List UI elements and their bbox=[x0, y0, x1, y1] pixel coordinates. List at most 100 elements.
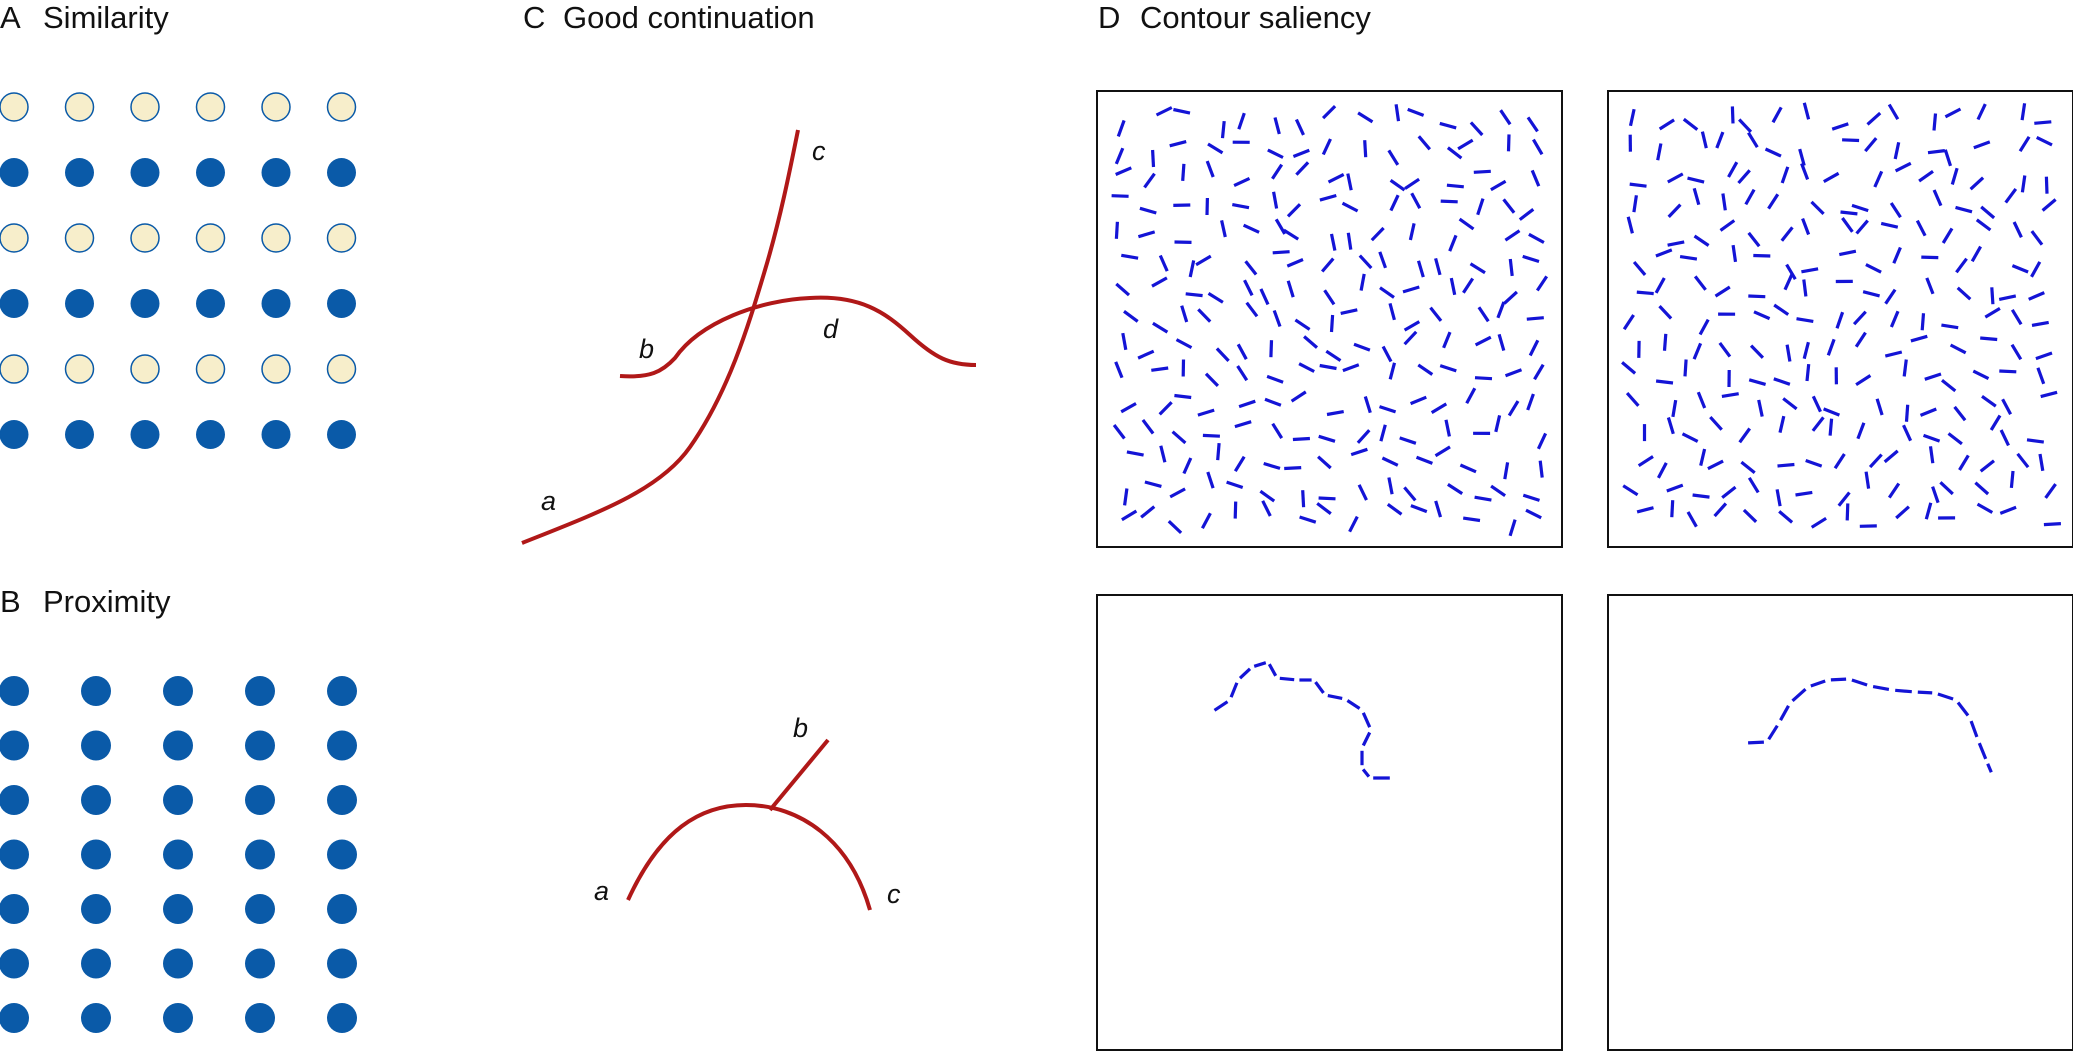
line-segment bbox=[1864, 137, 1878, 153]
contour-segment bbox=[1238, 667, 1252, 680]
line-segment bbox=[1139, 206, 1157, 215]
line-segment bbox=[2041, 198, 2057, 212]
contour-segment bbox=[1791, 688, 1807, 702]
line-segment bbox=[1931, 486, 1940, 504]
line-segment bbox=[1810, 200, 1825, 216]
filled-dot bbox=[245, 894, 275, 924]
line-segment bbox=[1200, 512, 1212, 529]
line-segment bbox=[1999, 429, 2010, 447]
line-segment bbox=[1458, 217, 1475, 231]
line-segment bbox=[1941, 227, 1954, 244]
line-segment bbox=[1976, 502, 1994, 514]
line-segment bbox=[1234, 420, 1252, 429]
line-segment bbox=[1526, 393, 1535, 411]
line-segment bbox=[1490, 179, 1507, 192]
filled-dot bbox=[130, 420, 160, 449]
line-segment bbox=[1267, 148, 1284, 159]
line-segment bbox=[1532, 138, 1544, 156]
filled-dot bbox=[130, 289, 160, 318]
line-segment bbox=[1152, 321, 1169, 334]
line-segment bbox=[1294, 118, 1305, 136]
line-segment bbox=[1121, 332, 1128, 351]
line-segment bbox=[1698, 318, 1710, 336]
branch-label-a: a bbox=[594, 876, 609, 906]
line-segment bbox=[1273, 117, 1281, 135]
filled-dot bbox=[245, 785, 275, 815]
line-segment bbox=[1244, 260, 1258, 276]
line-segment bbox=[1439, 364, 1457, 373]
line-segment bbox=[1459, 463, 1477, 474]
line-segment bbox=[2034, 120, 2052, 125]
line-segment bbox=[1448, 234, 1458, 252]
line-segment bbox=[1999, 505, 2017, 515]
line-segment bbox=[1719, 219, 1736, 232]
line-segment bbox=[2010, 308, 2023, 326]
line-segment bbox=[1884, 350, 1903, 358]
contour-segment bbox=[1810, 679, 1826, 688]
line-segment bbox=[1526, 316, 1544, 321]
line-segment bbox=[2010, 343, 2023, 361]
line-segment bbox=[1655, 379, 1674, 385]
open-dot bbox=[130, 354, 160, 384]
line-segment bbox=[1439, 121, 1457, 130]
line-segment bbox=[1655, 248, 1673, 258]
isolated-contour bbox=[1213, 661, 1390, 780]
proximity-dot-grid bbox=[0, 676, 357, 1033]
line-segment bbox=[2038, 453, 2045, 472]
line-segment bbox=[1111, 194, 1129, 198]
line-segment bbox=[1292, 148, 1310, 158]
filled-dot bbox=[81, 839, 111, 870]
line-segment bbox=[1167, 520, 1183, 535]
line-segment bbox=[1536, 432, 1548, 450]
line-segment bbox=[1980, 336, 1998, 342]
line-segment bbox=[1626, 216, 1634, 234]
line-segment bbox=[1835, 311, 1845, 329]
line-segment bbox=[1346, 173, 1353, 191]
line-segment bbox=[1232, 203, 1250, 210]
filled-dot bbox=[327, 839, 357, 870]
open-dot bbox=[261, 354, 291, 384]
open-dot bbox=[261, 92, 291, 122]
contour-segment bbox=[1361, 712, 1372, 728]
line-segment bbox=[1622, 314, 1635, 331]
filled-dot bbox=[245, 730, 275, 761]
line-segment bbox=[1980, 205, 1996, 220]
line-segment bbox=[1430, 402, 1448, 414]
line-segment bbox=[1503, 462, 1510, 480]
line-segment bbox=[1474, 495, 1492, 502]
line-segment bbox=[1535, 275, 1549, 292]
line-segment bbox=[1143, 172, 1156, 189]
line-segment bbox=[1887, 482, 1901, 499]
line-segment bbox=[1457, 138, 1474, 151]
filled-dot bbox=[0, 839, 29, 870]
open-dot bbox=[64, 354, 95, 384]
line-segment bbox=[1925, 277, 1935, 295]
line-segment bbox=[1837, 491, 1851, 507]
line-segment bbox=[1410, 192, 1422, 210]
line-segment bbox=[1181, 163, 1186, 182]
line-segment bbox=[1141, 418, 1155, 435]
line-segment bbox=[1637, 455, 1654, 468]
line-segment bbox=[1713, 502, 1728, 518]
line-segment bbox=[1434, 445, 1451, 458]
line-segment bbox=[1462, 277, 1475, 294]
contour-segment bbox=[1986, 763, 1993, 773]
line-segment bbox=[1114, 361, 1124, 379]
line-segment bbox=[1632, 195, 1638, 213]
line-segment bbox=[1446, 183, 1464, 189]
line-segment bbox=[1321, 138, 1332, 156]
line-segment bbox=[1958, 454, 1970, 471]
line-segment bbox=[1245, 301, 1259, 318]
line-segment bbox=[1811, 416, 1825, 432]
line-segment bbox=[1286, 203, 1302, 218]
filled-dot bbox=[261, 289, 291, 318]
line-segment bbox=[1941, 379, 1957, 393]
line-segment bbox=[1662, 333, 1668, 351]
line-segment bbox=[1528, 232, 1545, 244]
filled-dot bbox=[0, 676, 29, 706]
curve-label-c: c bbox=[812, 136, 826, 166]
line-segment bbox=[1970, 245, 1982, 263]
line-segment bbox=[1325, 349, 1342, 362]
line-segment bbox=[1949, 343, 1967, 355]
line-segment bbox=[1206, 471, 1215, 489]
